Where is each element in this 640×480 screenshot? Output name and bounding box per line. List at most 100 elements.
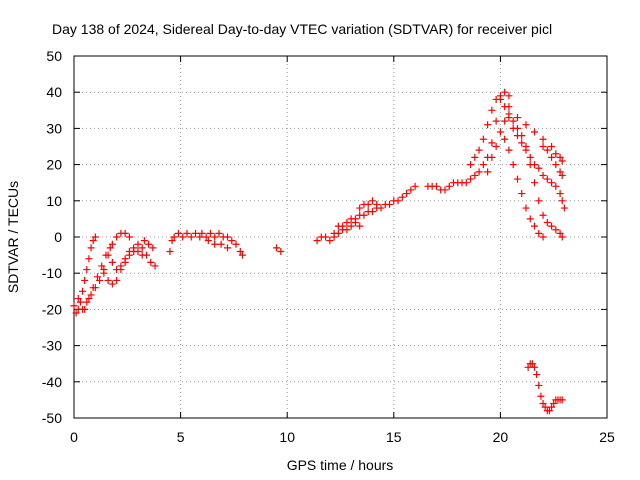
data-point (509, 161, 517, 169)
data-point (552, 150, 560, 158)
data-point (539, 233, 547, 241)
data-point (539, 211, 547, 219)
data-point (121, 255, 129, 263)
x-tick-label: 10 (279, 429, 295, 445)
data-point (558, 233, 566, 241)
data-point (85, 295, 93, 303)
data-point (528, 360, 536, 368)
data-point (539, 171, 547, 179)
data-point (113, 266, 121, 274)
data-point (513, 124, 521, 132)
data-point (140, 237, 148, 245)
data-point (556, 229, 564, 237)
data-point (351, 215, 359, 223)
data-point (558, 197, 566, 205)
data-point (174, 229, 182, 237)
data-point (113, 233, 121, 241)
data-point (543, 219, 551, 227)
data-point (386, 200, 394, 208)
data-point (505, 146, 513, 154)
data-point (505, 114, 513, 122)
data-point (518, 139, 526, 147)
data-point (364, 200, 372, 208)
data-point (539, 143, 547, 150)
data-point (545, 407, 553, 415)
data-point (89, 237, 97, 245)
data-point (558, 396, 566, 404)
y-axis-label: SDTVAR / TECUs (5, 181, 21, 293)
data-point (522, 204, 530, 212)
data-point (479, 161, 487, 169)
data-point (526, 161, 534, 169)
x-tick-label: 0 (70, 429, 78, 445)
data-point (556, 153, 564, 161)
data-point (537, 392, 545, 400)
data-point (273, 244, 281, 252)
data-point (106, 244, 114, 252)
data-point (138, 244, 146, 252)
data-point (462, 179, 470, 187)
data-point (445, 182, 453, 190)
data-point (398, 193, 406, 201)
data-point (475, 146, 483, 154)
data-point (556, 190, 564, 198)
data-point (548, 222, 556, 230)
data-point (134, 247, 142, 255)
data-point (526, 153, 534, 161)
data-point (100, 269, 108, 277)
x-tick-label: 20 (493, 429, 509, 445)
y-tick-label: 20 (46, 157, 62, 173)
data-point (81, 305, 89, 313)
data-point (83, 266, 91, 274)
data-point (543, 175, 551, 183)
data-point (104, 276, 112, 284)
data-point (211, 240, 219, 248)
data-point (531, 222, 539, 230)
data-point (108, 240, 116, 248)
data-point (475, 168, 483, 176)
data-point (492, 95, 500, 103)
data-point (488, 106, 496, 114)
data-point (330, 229, 338, 237)
data-point (535, 197, 543, 205)
data-point (509, 117, 517, 125)
data-point (168, 237, 176, 245)
data-point (471, 171, 479, 179)
data-point (552, 182, 560, 190)
data-point (72, 309, 80, 317)
data-point (518, 190, 526, 198)
data-point (179, 233, 187, 241)
data-point (85, 255, 93, 263)
x-tick-label: 15 (386, 429, 402, 445)
data-point (224, 233, 232, 241)
data-point (187, 233, 195, 241)
data-point (113, 276, 121, 284)
data-point (217, 240, 225, 248)
axis-ticks: 0 5 10 15 20 25 -50 -40 -30 -20 -10 0 10 20 30 40 50 (42, 48, 615, 445)
data-point (531, 128, 539, 136)
data-point (394, 197, 402, 205)
data-point (125, 233, 133, 241)
data-point (322, 233, 330, 241)
data-point (556, 168, 564, 176)
data-point (513, 175, 521, 183)
data-point (79, 287, 87, 295)
x-axis-label: GPS time / hours (287, 457, 394, 473)
data-point (558, 157, 566, 165)
data-point (513, 114, 521, 122)
y-tick-label: -50 (42, 410, 62, 426)
data-point (81, 276, 89, 284)
y-tick-label: 0 (54, 229, 62, 245)
data-point (224, 244, 232, 252)
data-point (560, 204, 568, 212)
data-point (108, 280, 116, 288)
data-point (343, 219, 351, 227)
data-point (228, 237, 236, 245)
data-point (531, 363, 539, 371)
data-point (183, 229, 191, 237)
data-point (403, 190, 411, 198)
data-point (501, 88, 509, 96)
data-point (550, 400, 558, 408)
data-point (83, 298, 91, 306)
data-point (441, 186, 449, 194)
